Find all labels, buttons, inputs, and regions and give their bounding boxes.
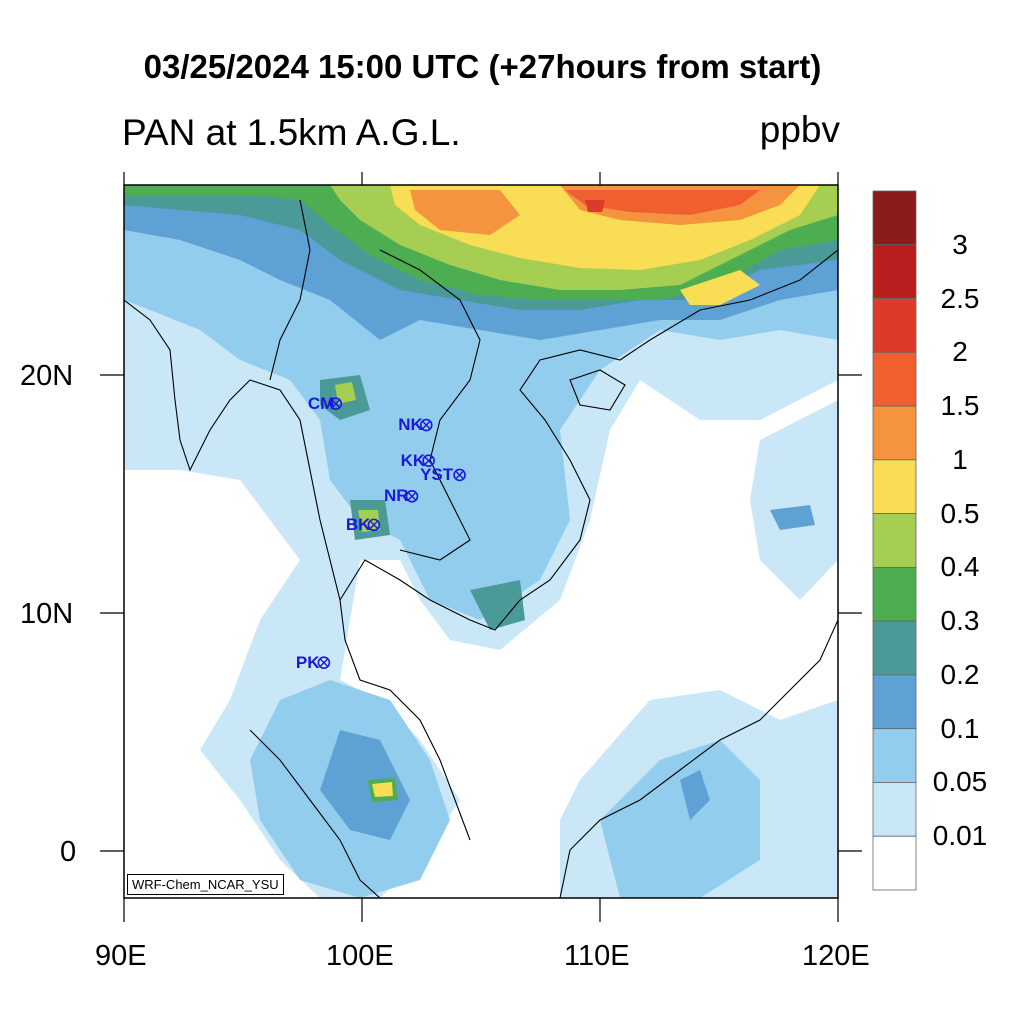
y-tick-10N: 10N — [20, 598, 74, 630]
colorbar-swatch — [872, 674, 917, 730]
colorbar-label: 0.4 — [940, 551, 980, 583]
colorbar-label: 0.05 — [932, 766, 988, 798]
colorbar-label: 0.3 — [940, 605, 980, 637]
station-marker-cross — [369, 520, 379, 530]
colorbar-label: 1.5 — [940, 390, 980, 422]
station-marker-cross — [407, 492, 417, 501]
station-marker — [367, 518, 381, 532]
station-marker-cross — [455, 470, 464, 480]
station-markers — [317, 397, 466, 670]
colorbar-label: 2.5 — [940, 282, 980, 314]
colorbar-swatch — [872, 782, 917, 837]
station-marker-cross — [424, 456, 433, 465]
station-marker-cross — [421, 420, 431, 430]
colorbar-swatch — [872, 728, 917, 783]
colorbar-swatch — [872, 244, 917, 299]
colorbar-label: 0.5 — [940, 497, 980, 529]
station-marker-cross — [319, 658, 329, 668]
colorbar-swatch — [872, 351, 917, 407]
station-label: NK — [398, 415, 423, 435]
colorbar — [872, 190, 917, 891]
colorbar-label: 2 — [952, 336, 968, 368]
station-label: PK — [295, 652, 320, 672]
colorbar-swatch — [872, 190, 917, 246]
station-marker — [317, 656, 331, 670]
axis-ticks — [100, 172, 862, 922]
x-tick-90E: 90E — [95, 940, 147, 972]
colorbar-swatch — [872, 620, 917, 676]
colorbar-label: 3 — [952, 228, 968, 260]
station-marker — [419, 418, 433, 432]
station-marker — [329, 397, 343, 410]
colorbar-swatch — [872, 459, 917, 515]
colorbar-swatch — [872, 566, 917, 622]
station-label: NR — [383, 486, 409, 506]
station-marker — [422, 454, 435, 467]
colorbar-swatch — [872, 835, 917, 891]
variable-label: PAN at 1.5km A.G.L. — [122, 112, 461, 153]
coastlines — [124, 199, 838, 898]
model-label: WRF-Chem_NCAR_YSU — [127, 874, 284, 895]
colorbar-label: 0.01 — [932, 820, 988, 852]
station-label: KK — [400, 450, 426, 470]
y-tick-20N: 20N — [20, 360, 74, 392]
colorbar-swatch — [872, 298, 917, 353]
units-label: ppbv — [759, 109, 840, 150]
concentration-field — [124, 185, 838, 898]
y-tick-0: 0 — [60, 836, 77, 868]
colorbar-swatch — [872, 513, 917, 568]
station-marker — [453, 468, 466, 482]
colorbar-label: 1 — [952, 443, 968, 475]
x-tick-120E: 120E — [802, 940, 870, 972]
station-label: BK — [345, 514, 371, 534]
station-label: YST — [420, 464, 454, 484]
colorbar-label: 0.2 — [940, 658, 980, 690]
colorbar-label: 0.1 — [940, 712, 980, 744]
station-label: CM — [307, 393, 335, 413]
station-marker-cross — [331, 399, 341, 408]
map-title: 03/25/2024 15:00 UTC (+27hours from star… — [143, 48, 822, 85]
x-tick-110E: 110E — [564, 940, 630, 972]
x-tick-100E: 100E — [326, 940, 394, 972]
colorbar-swatch — [872, 405, 917, 461]
station-marker — [405, 490, 419, 503]
